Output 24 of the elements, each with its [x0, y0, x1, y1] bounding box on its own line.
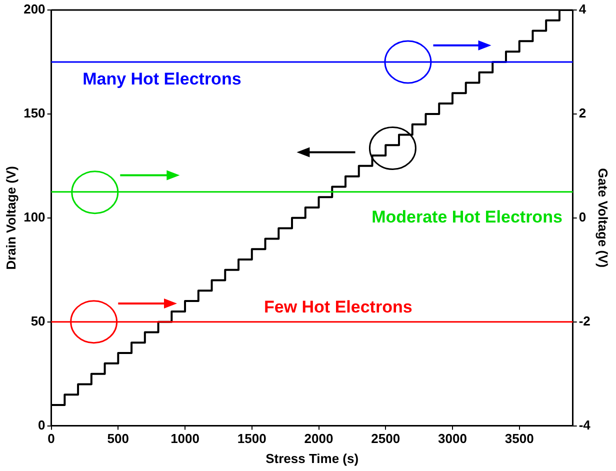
x-axis-title: Stress Time (s)	[266, 450, 359, 466]
x-tick-label: 3500	[504, 431, 534, 446]
x-tick-label: 3000	[438, 431, 467, 446]
x-tick-label: 1500	[237, 431, 266, 446]
x-tick-label: 2000	[304, 431, 334, 446]
y-axis-title: Drain Voltage (V)	[3, 166, 18, 270]
ref-line-label: Many Hot Electrons	[82, 70, 242, 89]
x-tick-label: 1000	[170, 431, 200, 446]
y2-axis-title: Gate Voltage (V)	[596, 168, 611, 268]
y-tick-label: 50	[30, 313, 46, 328]
y2-tick-label: 0	[578, 209, 586, 224]
x-tick-label: 2500	[371, 431, 400, 446]
y2-tick-label: 2	[578, 106, 586, 121]
ref-line-label: Moderate Hot Electrons	[372, 208, 562, 227]
y-tick-label: 100	[24, 209, 46, 224]
y2-tick-label: 4	[578, 2, 587, 17]
y2-tick-label: -4	[578, 417, 592, 432]
x-tick-label: 500	[107, 431, 130, 446]
y-tick-label: 200	[24, 2, 46, 17]
y-tick-label: 150	[24, 106, 46, 121]
y2-tick-label: -2	[578, 313, 590, 328]
ref-line-label: Few Hot Electrons	[264, 298, 412, 317]
y-tick-label: 0	[38, 417, 46, 432]
x-tick-label: 0	[48, 431, 55, 446]
